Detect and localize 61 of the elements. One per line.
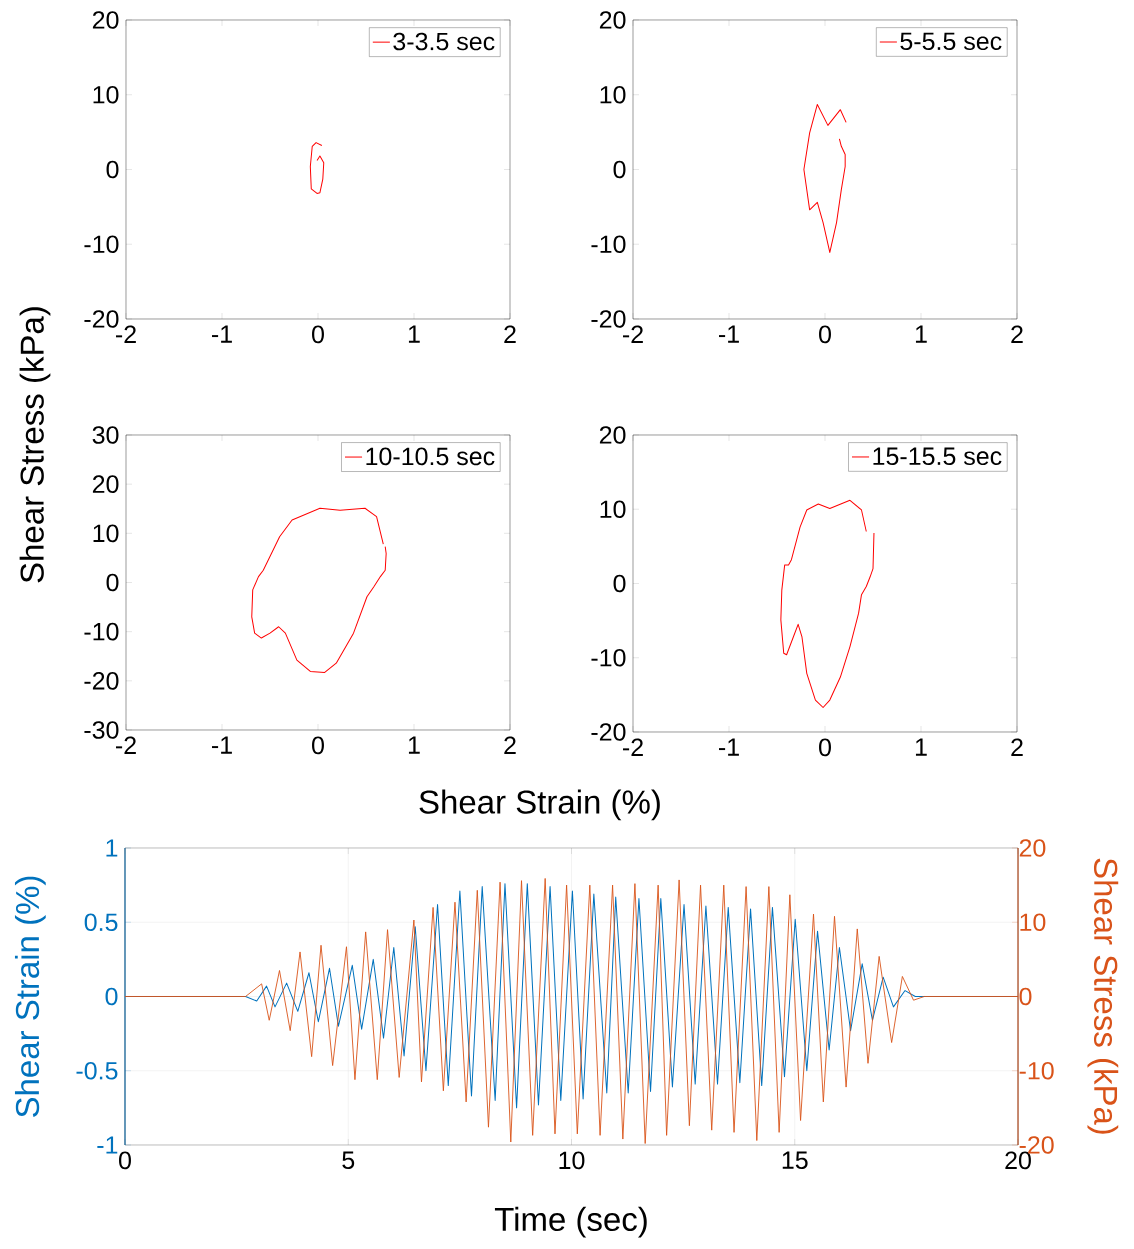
- x-tick-label: 1: [915, 325, 927, 343]
- legend-label: 15-15.5 sec: [873, 447, 1002, 466]
- x-tick-label: 0: [312, 325, 324, 344]
- line-series: [780, 499, 875, 708]
- line-series: [251, 507, 387, 673]
- line-series: [309, 142, 325, 194]
- line-series: [124, 877, 1019, 1144]
- y-tick-label: -10: [591, 235, 626, 254]
- y-tick-label: 1: [106, 839, 118, 857]
- y-tick-label: -20: [84, 671, 119, 690]
- y-tick-label: 0: [106, 573, 119, 592]
- y-tick-label: -1: [97, 1136, 118, 1154]
- x-tick-label: 15: [782, 1151, 808, 1169]
- y2-tick-label: 0: [1019, 987, 1032, 1006]
- y-tick-label: 20: [92, 475, 119, 494]
- x-tick-label: 0: [819, 325, 831, 344]
- x-axis-title: Shear Strain (%): [419, 789, 660, 821]
- x-tick-label: 1: [408, 736, 420, 754]
- x-axis-title: Time (sec): [494, 1206, 647, 1238]
- x-tick-label: -1: [212, 736, 232, 754]
- y-tick-label: 20: [599, 11, 626, 29]
- x-tick-label: 1: [408, 325, 420, 343]
- y-tick-label: 0.5: [84, 913, 118, 932]
- x-tick-label: -1: [719, 325, 739, 343]
- y-tick-label: 20: [599, 426, 626, 444]
- y-tick-label: 10: [600, 500, 626, 519]
- y-tick-label: 0: [106, 160, 119, 179]
- y-tick-label: -0.5: [76, 1061, 118, 1080]
- x-tick-label: 0: [312, 736, 324, 755]
- x-tick-label: -1: [212, 325, 232, 343]
- x-tick-label: 2: [504, 736, 516, 754]
- y-tick-label: -10: [591, 648, 626, 667]
- y-tick-label: 10: [93, 524, 119, 543]
- y2-tick-label: 10: [1020, 913, 1046, 932]
- x-tick-label: 2: [1011, 738, 1023, 756]
- legend-label: 5-5.5 sec: [900, 32, 1002, 51]
- x-tick-label: 0: [819, 738, 831, 757]
- legend-label: 3-3.5 sec: [393, 32, 495, 51]
- x-tick-label: 5: [342, 1151, 355, 1169]
- y-axis-title: Shear Stress (kPa): [19, 307, 51, 583]
- x-tick-label: 2: [1011, 325, 1023, 343]
- y2-tick-label: 20: [1019, 839, 1046, 857]
- y2-axis-title: Shear Stress (kPa): [1087, 858, 1119, 1134]
- y-tick-label: 0: [613, 574, 626, 593]
- y-tick-label: 20: [92, 11, 119, 29]
- x-tick-label: 0: [119, 1151, 131, 1170]
- y-tick-label: 30: [92, 426, 119, 444]
- y2-tick-label: -10: [1019, 1061, 1054, 1080]
- x-tick-label: -1: [719, 738, 739, 756]
- x-tick-label: 1: [915, 738, 927, 756]
- y-tick-label: 10: [600, 85, 626, 104]
- y-tick-label: 0: [105, 987, 118, 1006]
- legend-label: 10-10.5 sec: [366, 447, 495, 466]
- x-tick-label: 2: [504, 325, 516, 343]
- line-series: [803, 103, 847, 253]
- y-tick-label: 0: [613, 160, 626, 179]
- y-tick-label: -10: [84, 622, 119, 641]
- y-tick-label: -10: [84, 235, 119, 254]
- y-tick-label: 10: [93, 85, 119, 104]
- x-tick-label: 10: [559, 1151, 585, 1170]
- y-axis-title: Shear Strain (%): [14, 876, 46, 1117]
